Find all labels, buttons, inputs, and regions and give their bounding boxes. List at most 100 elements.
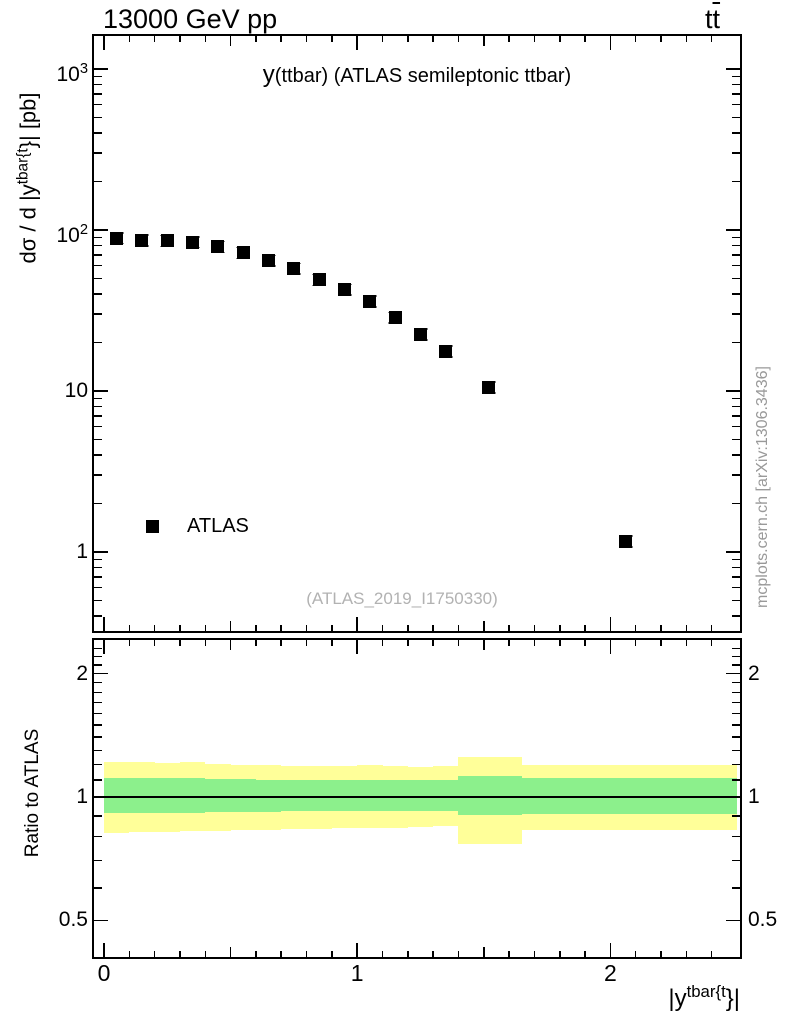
x-tick: [710, 36, 713, 42]
x-tick: [229, 640, 232, 650]
ratio-band-inner: [433, 779, 459, 811]
y-tick: [94, 796, 108, 798]
x-tick: [559, 951, 561, 957]
x-tick: [634, 36, 637, 42]
ratio-band-inner: [357, 780, 383, 812]
ratio-band-inner: [230, 779, 256, 812]
x-tick: [331, 951, 333, 957]
x-tick: [660, 640, 662, 646]
y-tick: [94, 454, 102, 456]
x-tick: [407, 951, 409, 957]
beam-energy-label: 13000 GeV pp: [103, 4, 278, 34]
x-tick: [457, 640, 460, 646]
x-tick: [128, 640, 131, 646]
ratio-y-tick-label: 2: [748, 661, 760, 685]
y-tick: [732, 712, 740, 715]
ratio-reference-line: [94, 796, 740, 798]
ratio-y-tick-label: 0.5: [748, 908, 778, 932]
ratio-band-inner: [281, 780, 307, 812]
x-tick: [432, 640, 434, 646]
y-tick: [732, 277, 740, 280]
x-tick: [179, 640, 181, 646]
x-tick: [204, 640, 207, 646]
data-point: [110, 231, 124, 245]
ratio-band-inner: [179, 778, 206, 813]
y-tick: [94, 474, 102, 476]
x-tick: [280, 951, 282, 957]
x-tick: [356, 36, 358, 50]
y-tick: [94, 236, 102, 239]
y-tick: [94, 93, 102, 95]
x-tick: [609, 36, 612, 50]
y-tick: [732, 103, 740, 106]
process-tbar: t: [712, 4, 721, 34]
y-tick: [94, 736, 102, 738]
y-tick-label: 1: [76, 540, 88, 563]
x-tick: [128, 951, 131, 957]
y-tick: [732, 599, 740, 602]
analysis-watermark: (ATLAS_2019_I1750330): [306, 589, 498, 608]
x-tick: [457, 625, 460, 631]
x-tick-label: 0: [97, 960, 111, 986]
x-tick: [533, 625, 536, 631]
x-tick: [280, 640, 282, 646]
y-tick: [732, 75, 740, 78]
x-tick: [457, 951, 460, 957]
x-tick: [381, 640, 384, 646]
y-tick: [94, 390, 108, 392]
x-tick: [584, 951, 586, 957]
y-tick: [732, 244, 740, 247]
y-tick: [732, 681, 740, 684]
x-tick: [179, 625, 181, 631]
x-tick: [280, 625, 282, 631]
y-tick: [732, 83, 740, 86]
y-tick: [94, 502, 102, 505]
y-tick: [94, 672, 108, 675]
x-tick-label: 2: [603, 960, 617, 986]
y-tick: [94, 724, 102, 726]
x-tick: [204, 625, 207, 631]
data-point: [262, 254, 276, 268]
y-tick: [726, 796, 740, 798]
ratio-band-inner: [407, 780, 434, 811]
ratio-band-inner: [255, 779, 282, 812]
y-tick: [726, 68, 740, 70]
data-point: [287, 262, 301, 276]
y-tick: [94, 576, 102, 578]
x-tick: [331, 625, 333, 631]
y-tick: [732, 132, 740, 134]
ratio-y-tick-label: 1: [748, 785, 760, 808]
y-tick: [732, 313, 740, 315]
data-point: [363, 294, 377, 308]
y-tick: [94, 415, 102, 417]
y-tick: [94, 859, 102, 862]
y-tick: [94, 749, 102, 752]
x-tick: [280, 36, 282, 42]
x-tick: [685, 640, 688, 646]
ratio-band-inner: [331, 780, 358, 812]
y-tick: [732, 152, 740, 154]
y-tick: [732, 647, 740, 650]
x-tick: [153, 36, 156, 42]
x-tick: [685, 625, 688, 631]
ratio-band-inner: [205, 778, 231, 813]
x-tick: [634, 625, 637, 631]
y-tick: [732, 264, 740, 267]
process-label: tt: [705, 5, 720, 33]
ratio-y-tick-label: 0.5: [58, 908, 88, 932]
y-tick: [94, 438, 102, 441]
x-tick: [255, 951, 257, 957]
x-tick: [381, 625, 384, 631]
x-tick: [356, 617, 358, 631]
y-tick: [94, 75, 102, 78]
y-tick: [94, 887, 102, 889]
x-tick: [483, 36, 485, 46]
y-tick: [94, 551, 108, 553]
x-tick: [255, 640, 257, 646]
y-tick: [94, 586, 102, 589]
y-tick: [94, 558, 102, 561]
y-tick: [94, 566, 102, 569]
y-tick: [94, 277, 102, 280]
x-tick: [584, 625, 586, 631]
x-tick: [331, 36, 333, 42]
